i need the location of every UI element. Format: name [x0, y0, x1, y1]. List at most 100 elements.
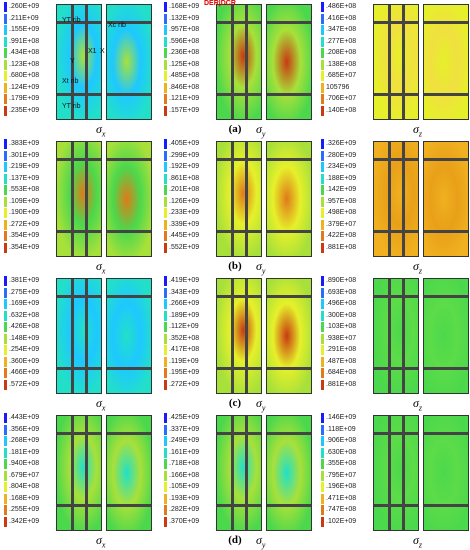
- legend-swatch: [321, 162, 324, 172]
- legend-swatch: [321, 470, 324, 481]
- legend-swatch: [321, 105, 324, 116]
- rib-line: [107, 504, 151, 507]
- rib-line: [267, 432, 311, 435]
- legend-value: .881E+08: [326, 243, 357, 251]
- legend-swatch: [4, 71, 7, 81]
- panel-sigma-label: σx: [96, 533, 105, 549]
- legend-swatch: [164, 413, 167, 423]
- sigma-symbol: σ: [96, 259, 102, 273]
- legend-value: .795E+07: [326, 471, 357, 479]
- legend-swatch: [164, 2, 167, 12]
- rib-line: [424, 367, 468, 370]
- legend-swatch: [164, 139, 167, 149]
- legend-value: .630E+08: [326, 448, 357, 456]
- legend-value: .352E+08: [169, 334, 200, 342]
- rib-line: [217, 93, 261, 96]
- annotation-yt-rib: YT rib: [62, 17, 81, 24]
- sigma-symbol: σ: [256, 259, 262, 273]
- rib-line: [71, 416, 74, 530]
- legend-value: .496E+08: [326, 300, 357, 307]
- plate-contour: [106, 415, 152, 531]
- rib-line: [245, 5, 248, 119]
- legend-value: .684E+08: [326, 369, 357, 376]
- rib-line: [424, 21, 468, 24]
- legend-value: .192E+09: [169, 163, 200, 170]
- legend-value: .422E+08: [326, 232, 357, 239]
- figure-row: .260E+09 .211E+09 .155E+09 .991E+08 .434E+08…: [0, 0, 470, 138]
- plate-contour: [423, 278, 469, 394]
- legend-value: .299E+09: [169, 151, 200, 159]
- legend-swatch: [164, 94, 167, 104]
- legend-swatch: [321, 413, 324, 423]
- rib-line: [374, 367, 418, 370]
- figure-row: .443E+09 .356E+09 .268E+09 .181E+09 .940E+08…: [0, 411, 470, 549]
- rib-line: [374, 504, 418, 507]
- legend-value: .356E+09: [9, 425, 40, 433]
- rib-line: [388, 5, 391, 119]
- legend-value: .443E+09: [9, 414, 40, 421]
- rib-line: [245, 142, 248, 256]
- legend-value: .181E+09: [9, 448, 40, 456]
- legend-swatch: [164, 36, 167, 47]
- legend-value: .804E+08: [9, 483, 40, 490]
- legend-swatch: [321, 379, 324, 390]
- legend-swatch: [4, 82, 7, 93]
- legend-swatch: [4, 219, 7, 230]
- legend-value: .126E+09: [169, 197, 200, 205]
- plate-contour: [106, 278, 152, 394]
- legend-swatch: [321, 299, 324, 309]
- legend-swatch: [164, 82, 167, 93]
- legend-swatch: [321, 36, 324, 47]
- legend-swatch: [164, 447, 167, 458]
- annotation-yt-rib-bottom: YT rib: [62, 103, 81, 110]
- annotation-y: Y: [70, 58, 75, 65]
- legend-swatch: [4, 436, 7, 446]
- legend-value: .426E+08: [9, 323, 40, 330]
- plate-contour: [56, 415, 102, 531]
- rib-line: [374, 21, 418, 24]
- color-legend: .381E+09 .275E+09 .169E+09 .632E+08 .426E+08…: [4, 276, 59, 394]
- legend-value: .466E+09: [9, 369, 40, 376]
- legend-value: .291E+08: [326, 346, 357, 353]
- legend-value: .189E+09: [169, 311, 200, 319]
- legend-swatch: [164, 356, 167, 367]
- legend-value: .572E+09: [9, 380, 40, 388]
- rib-line: [85, 142, 88, 256]
- rib-line: [217, 158, 261, 161]
- contour-panel: .486E+08 .416E+08 .347E+08 .277E+08 .208E+08…: [321, 0, 470, 138]
- legend-swatch: [164, 13, 167, 24]
- legend-value: .718E+08: [169, 460, 200, 467]
- legend-value: .300E+08: [326, 311, 357, 319]
- legend-swatch: [4, 322, 7, 332]
- legend-value: .991E+08: [9, 37, 40, 45]
- legend-value: .693E+08: [326, 288, 357, 296]
- legend-swatch: [164, 345, 167, 355]
- rib-line: [71, 142, 74, 256]
- plate-contour: [423, 141, 469, 257]
- panel-sigma-label: σx: [96, 122, 105, 138]
- legend-value: .125E+08: [169, 60, 200, 68]
- sigma-subscript: y: [261, 403, 266, 413]
- legend-swatch: [321, 231, 324, 241]
- legend-swatch: [4, 299, 7, 309]
- legend-value: .679E+07: [9, 471, 40, 479]
- legend-swatch: [164, 287, 167, 298]
- legend-swatch: [4, 493, 7, 504]
- legend-swatch: [321, 276, 324, 286]
- legend-swatch: [164, 59, 167, 70]
- legend-value: .272E+09: [169, 380, 200, 388]
- rib-line: [217, 295, 261, 298]
- plate-contour: [373, 278, 419, 394]
- rib-line: [57, 432, 101, 435]
- legend-value: .370E+09: [169, 517, 200, 525]
- rib-line: [85, 5, 88, 119]
- rib-line: [267, 93, 311, 96]
- legend-swatch: [321, 219, 324, 230]
- legend-swatch: [4, 2, 7, 12]
- legend-swatch: [164, 173, 167, 184]
- legend-value: .906E+08: [326, 437, 357, 444]
- rib-line: [217, 21, 261, 24]
- legend-swatch: [4, 162, 7, 172]
- legend-swatch: [321, 333, 324, 344]
